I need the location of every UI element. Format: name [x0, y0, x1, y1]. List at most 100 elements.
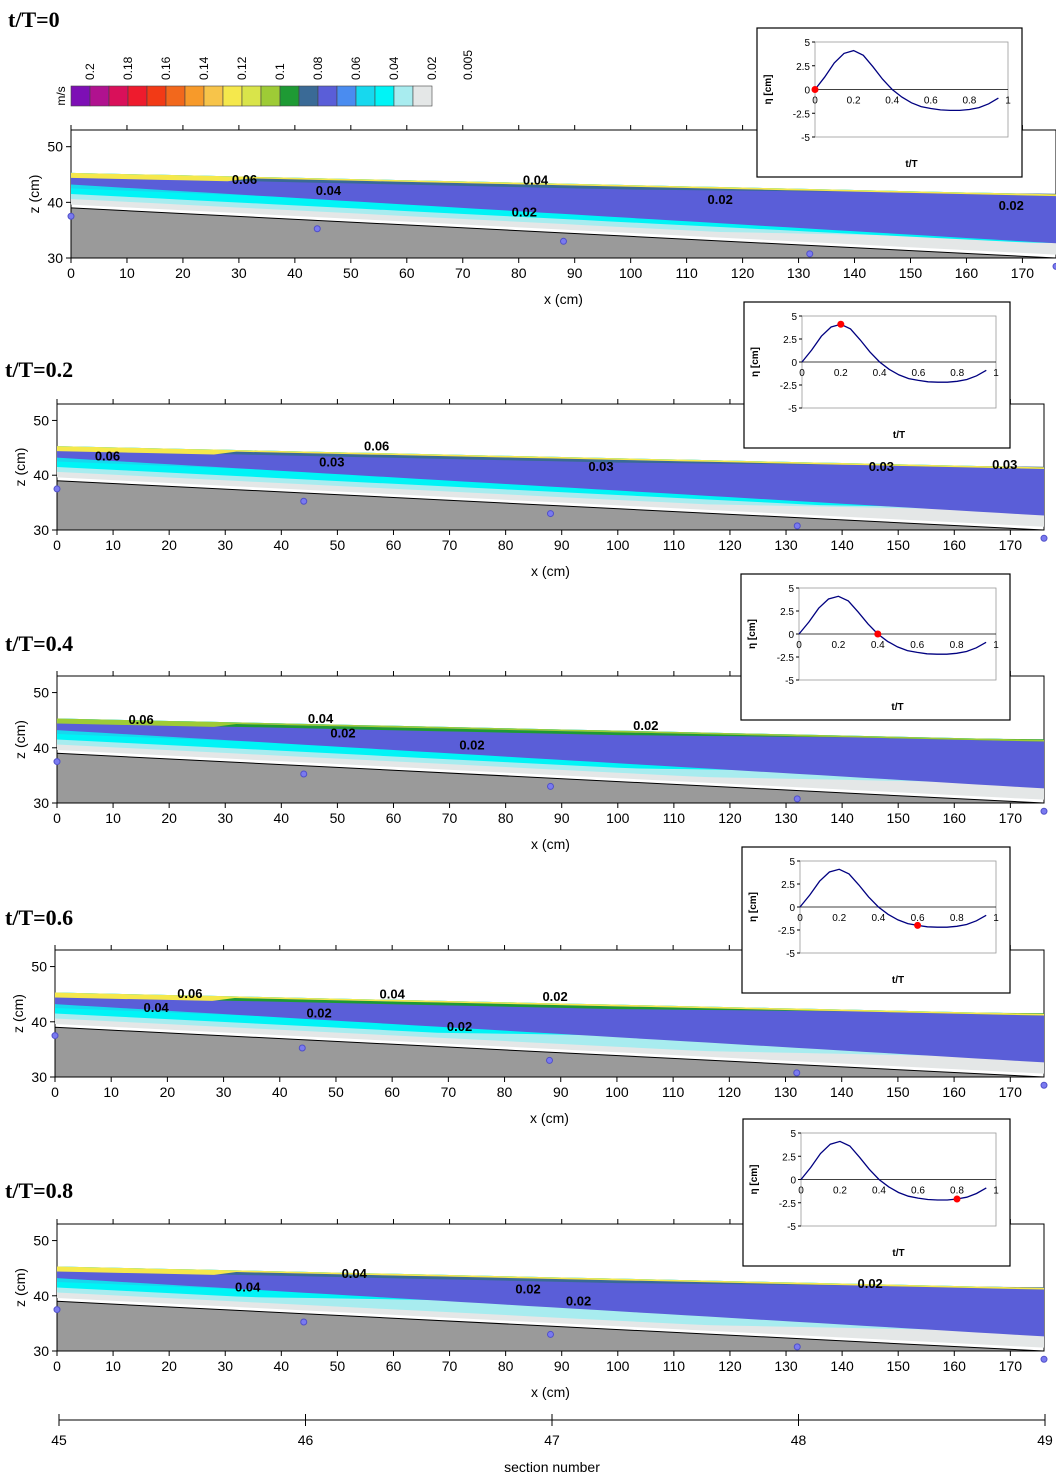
contour-label: 0.06: [232, 172, 257, 187]
inset-chart: 52.50-2.5-50 0.2 0.4 0.6 0.8 1t/Tη [cm]: [740, 573, 1011, 721]
z-tick-label: 30: [47, 250, 63, 266]
inset-x-tick-label: 0.6: [911, 1186, 925, 1197]
inset-phase-marker: [837, 320, 845, 328]
x-tick-label: 140: [830, 1084, 854, 1100]
inset-y-tick-label: 0: [790, 1176, 796, 1187]
x-tick-label: 160: [943, 810, 967, 826]
x-tick-label: 100: [606, 1358, 630, 1374]
x-tick-label: 30: [217, 1358, 233, 1374]
inset-y-label: η [cm]: [750, 347, 761, 377]
gauge-point: [793, 795, 801, 803]
x-tick-label: 90: [554, 537, 570, 553]
inset-y-tick-label: -5: [788, 404, 797, 415]
inset-x-tick-label: 0.2: [831, 640, 845, 651]
x-tick-label: 60: [384, 1084, 400, 1100]
x-tick-label: 150: [886, 1084, 910, 1100]
contour-label: 0.06: [364, 439, 389, 454]
colorbar-label: 0.18: [121, 56, 135, 80]
gauge-point: [300, 497, 308, 505]
x-tick-label: 110: [663, 810, 686, 826]
colorbar-label: 0.08: [311, 56, 325, 80]
gauge-point: [547, 782, 554, 790]
section-tick-label: 47: [544, 1432, 560, 1448]
contour-label: 0.02: [515, 1282, 540, 1297]
inset-x-tick-label: 0.6: [924, 96, 938, 107]
inset-wave-curve: [799, 868, 987, 928]
contour-label: 0.02: [447, 1019, 472, 1034]
x-tick-label: 90: [554, 1358, 570, 1374]
inset-y-tick-label: -2.5: [779, 1199, 797, 1210]
x-tick-label: 130: [774, 810, 798, 826]
colorbar-label: 0.02: [425, 56, 439, 80]
x-tick-label: 170: [999, 1084, 1023, 1100]
gauge-point: [546, 1056, 553, 1064]
inset-wave-curve: [801, 323, 987, 383]
x-tick-label: 0: [53, 537, 61, 553]
inset-y-tick-label: -2.5: [777, 653, 795, 664]
x-tick-label: 160: [943, 537, 967, 553]
x-tick-label: 90: [553, 1084, 569, 1100]
colorbar-swatch: [70, 85, 91, 107]
z-tick-label: 50: [31, 959, 47, 975]
colorbar-swatch: [222, 85, 243, 107]
gauge-point: [1040, 534, 1048, 542]
inset-x-tick-label: 1: [1005, 96, 1011, 107]
inset-x-tick-label: 0.8: [962, 96, 976, 107]
z-tick-label: 50: [33, 685, 49, 701]
colorbar-label: 0.16: [159, 56, 173, 80]
inset-wave-curve: [814, 49, 999, 112]
x-axis-label: x (cm): [531, 1384, 570, 1400]
inset-y-tick-label: 2.5: [783, 335, 797, 346]
inset-x-tick-label: 0.2: [832, 913, 846, 924]
z-tick-label: 30: [33, 795, 49, 811]
contour-label: 0.03: [588, 459, 613, 474]
panel-3: t/T=0.60.060.040.040.020.020.020 10 20 30 40…: [5, 846, 1048, 1126]
inset-x-tick-label: 0.4: [871, 913, 885, 924]
colorbar-label: 0.14: [197, 56, 211, 80]
inset-x-label: t/T: [891, 702, 903, 713]
contour-label: 0.03: [992, 457, 1017, 472]
z-tick-label: 30: [33, 1343, 49, 1359]
x-tick-label: 100: [606, 537, 630, 553]
x-tick-label: 40: [274, 537, 290, 553]
inset-y-tick-label: 5: [791, 312, 797, 323]
colorbar-swatch: [203, 85, 224, 107]
x-tick-label: 50: [343, 265, 359, 281]
bed: [56, 1300, 1045, 1352]
x-axis-label: x (cm): [531, 836, 570, 852]
inset-y-tick-label: -5: [801, 133, 810, 144]
x-tick-label: 170: [999, 810, 1023, 826]
contour-label: 0.02: [566, 1294, 591, 1309]
inset-x-tick-label: 0.4: [873, 368, 887, 379]
inset-x-label: t/T: [892, 1248, 904, 1259]
z-tick-label: 40: [33, 467, 49, 483]
z-tick-label: 50: [33, 412, 49, 428]
x-axis-label: x (cm): [531, 563, 570, 579]
x-tick-label: 170: [1011, 265, 1035, 281]
x-tick-label: 110: [675, 265, 698, 281]
x-tick-label: 100: [619, 265, 643, 281]
x-tick-label: 150: [887, 1358, 911, 1374]
contour-label: 0.03: [319, 454, 344, 469]
x-tick-label: 70: [441, 1084, 457, 1100]
x-tick-label: 100: [606, 810, 630, 826]
x-tick-label: 70: [455, 265, 471, 281]
inset-y-tick-label: -5: [785, 676, 794, 687]
section-axis-label: section number: [504, 1459, 600, 1475]
x-tick-label: 70: [442, 1358, 458, 1374]
inset-x-tick-label: 0.8: [950, 1186, 964, 1197]
colorbar-swatch: [412, 85, 433, 107]
contour-label: 0.06: [95, 448, 120, 463]
x-tick-label: 130: [787, 265, 811, 281]
inset-y-tick-label: 5: [804, 38, 810, 49]
x-tick-label: 150: [899, 265, 923, 281]
gauge-point: [1052, 262, 1056, 270]
gauge-point: [298, 1044, 306, 1052]
inset-y-tick-label: 2.5: [780, 607, 794, 618]
inset-x-tick-label: 1: [993, 640, 999, 651]
inset-x-tick-label: 0.4: [872, 1186, 886, 1197]
x-tick-label: 170: [999, 537, 1023, 553]
x-tick-label: 120: [718, 537, 742, 553]
z-tick-label: 40: [33, 1288, 49, 1304]
